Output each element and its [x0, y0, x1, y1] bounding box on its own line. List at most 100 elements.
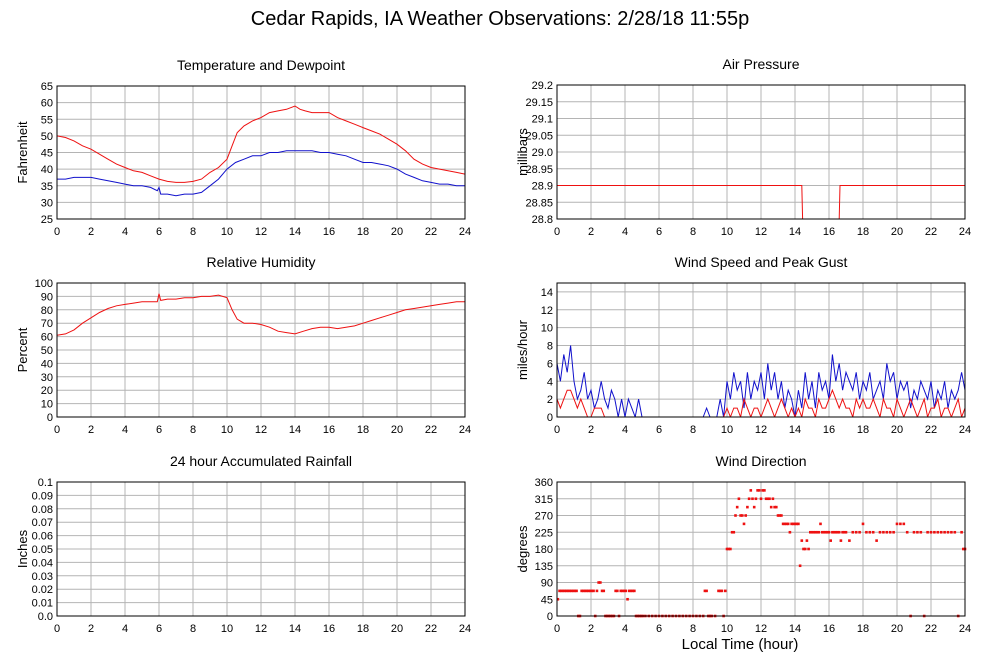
direction-xtick-label: 8: [690, 623, 696, 635]
rain-ytick-label: 0.07: [32, 517, 53, 529]
direction-point: [950, 530, 953, 534]
direction-point: [817, 530, 821, 534]
rain-ytick-label: 0.1: [38, 477, 53, 489]
direction-xtick-label: 24: [959, 623, 971, 635]
direction-point: [775, 505, 778, 509]
wind-ytick-label: 2: [547, 394, 553, 406]
direction-point: [858, 530, 861, 534]
direction-point: [561, 589, 565, 593]
direction-point: [810, 530, 814, 534]
direction-point: [588, 589, 592, 593]
rain-xtick-label: 16: [323, 623, 335, 635]
direction-point: [566, 589, 570, 593]
direction-point: [815, 530, 819, 534]
pressure-xtick-label: 8: [690, 226, 696, 238]
temp-ytick-label: 50: [41, 131, 53, 143]
humidity-xtick-label: 16: [323, 424, 335, 436]
direction-point: [616, 589, 619, 593]
direction-point: [595, 589, 599, 593]
pressure-xtick-label: 12: [755, 226, 767, 238]
direction-point: [882, 530, 885, 534]
pressure-xtick-label: 14: [789, 226, 801, 238]
direction-point: [600, 589, 604, 593]
humidity-xtick-label: 6: [156, 424, 162, 436]
direction-point: [754, 497, 758, 501]
rain-xtick-label: 24: [459, 623, 471, 635]
pressure-ytick-label: 28.95: [525, 164, 553, 176]
rain-ytick-label: 0.05: [32, 544, 53, 556]
wind-xtick-label: 22: [925, 424, 937, 436]
pressure-ylabel: millibars: [515, 128, 530, 176]
direction-point: [946, 530, 950, 534]
temp-xtick-label: 14: [289, 226, 301, 238]
humidity-ytick-label: 70: [41, 318, 53, 330]
direction-point: [766, 497, 770, 501]
direction-point: [824, 530, 827, 534]
temp-ytick-label: 65: [41, 81, 53, 93]
humidity-ytick-label: 60: [41, 332, 53, 344]
direction-point: [758, 489, 761, 492]
direction-point: [582, 589, 585, 593]
humidity-xtick-label: 22: [425, 424, 437, 436]
wind-xtick-label: 2: [588, 424, 594, 436]
rain-xtick-label: 22: [425, 623, 437, 635]
humidity-xtick-label: 24: [459, 424, 471, 436]
direction-point: [865, 530, 868, 534]
pressure-xtick-label: 6: [656, 226, 662, 238]
humidity-ytick-label: 50: [41, 345, 53, 357]
temp-xtick-label: 22: [425, 226, 437, 238]
pressure-ytick-label: 29.15: [525, 97, 553, 109]
direction-point: [773, 505, 776, 509]
temp-ytick-label: 55: [41, 114, 53, 126]
pressure-xtick-label: 4: [622, 226, 628, 238]
direction-point: [803, 547, 807, 551]
direction-point: [741, 514, 744, 517]
wind-ytick-label: 10: [541, 323, 553, 335]
direction-title: Wind Direction: [715, 453, 806, 469]
direction-point: [892, 530, 895, 534]
direction-point: [776, 514, 780, 517]
temp-series-line-red: [57, 105, 465, 183]
humidity-ytick-label: 100: [35, 278, 53, 290]
direction-ytick-label: 45: [541, 594, 553, 606]
humidity-ytick-label: 90: [41, 291, 53, 303]
direction-point: [749, 489, 753, 492]
direction-point: [768, 497, 771, 501]
direction-xtick-label: 4: [622, 623, 628, 635]
direction-point: [739, 514, 742, 517]
direction-point: [729, 547, 732, 551]
direction-point: [730, 530, 734, 534]
temp-series-line-blue: [57, 150, 465, 197]
direction-point: [841, 530, 844, 534]
direction-point: [703, 589, 707, 593]
temp-xtick-label: 12: [255, 226, 267, 238]
rain-xtick-label: 12: [255, 623, 267, 635]
direction-point: [929, 530, 933, 534]
rain-plot-frame: [56, 481, 466, 617]
humidity-xtick-label: 0: [54, 424, 60, 436]
wind-ytick-label: 4: [547, 376, 553, 388]
direction-point: [778, 514, 781, 517]
direction-point: [781, 522, 785, 526]
direction-point: [587, 589, 590, 593]
direction-xtick-label: 18: [857, 623, 869, 635]
pressure-series-line-red: [557, 185, 965, 219]
direction-point: [744, 514, 747, 517]
direction-xtick-label: 12: [755, 623, 767, 635]
pressure-ytick-label: 29.05: [525, 130, 553, 142]
rain-ytick-label: 0.0: [38, 611, 53, 623]
direction-point: [571, 589, 575, 593]
temp-xtick-label: 0: [54, 226, 60, 238]
direction-point: [819, 522, 822, 526]
direction-point: [761, 489, 764, 492]
direction-point: [851, 530, 855, 534]
pressure-xtick-label: 18: [857, 226, 869, 238]
humidity-xtick-label: 8: [190, 424, 196, 436]
temp-xtick-label: 10: [221, 226, 233, 238]
rain-ytick-label: 0.06: [32, 531, 53, 543]
pressure-xtick-label: 20: [891, 226, 903, 238]
humidity-ytick-label: 40: [41, 358, 53, 370]
wind-xtick-label: 12: [755, 424, 767, 436]
